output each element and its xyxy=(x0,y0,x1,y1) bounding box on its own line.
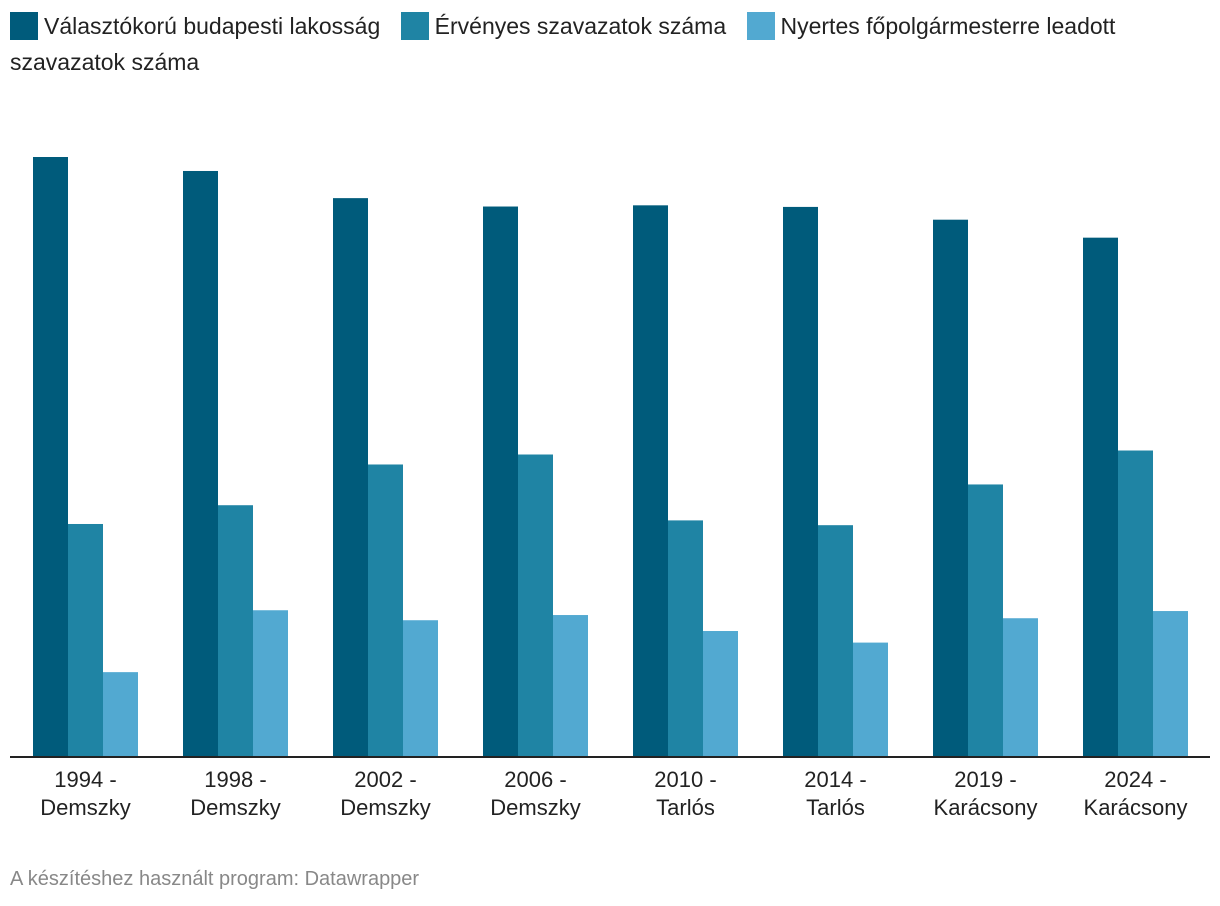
x-tick-label-line: 2014 - xyxy=(804,767,866,792)
bar-nyertes-4 xyxy=(703,631,738,756)
x-tick-label-line: Karácsony xyxy=(1084,795,1188,820)
x-tick-label-3: 2006 - Demszky xyxy=(490,767,580,820)
x-tick-label-line: Tarlós xyxy=(806,795,865,820)
x-tick-label-line: 2002 - xyxy=(354,767,416,792)
bar-nyertes-3 xyxy=(553,615,588,756)
x-tick-label-line: 1994 - xyxy=(54,767,116,792)
x-tick-label-1: 1998 - Demszky xyxy=(190,767,280,820)
bar-nyertes-6 xyxy=(1003,618,1038,756)
bar-valasztokoru-3 xyxy=(483,206,518,756)
legend-swatch-nyertes xyxy=(746,12,775,40)
legend-item-valasztokoru: Választókorú budapesti lakosság xyxy=(10,12,381,40)
bar-ervenyes-5 xyxy=(818,525,853,756)
x-tick-label-line: 2006 - xyxy=(504,767,566,792)
bar-ervenyes-2 xyxy=(368,464,403,756)
x-tick-label-line: Karácsony xyxy=(934,795,1038,820)
legend-label-ervenyes: Érvényes szavazatok száma xyxy=(434,13,727,39)
bar-ervenyes-0 xyxy=(68,523,103,756)
x-tick-label-7: 2024 - Karácsony xyxy=(1084,767,1188,820)
legend-label-nyertes: Nyertes főpolgármesterre leadott szavaza… xyxy=(10,13,1116,75)
chart-legend: Választókorú budapesti lakosság Érvényes… xyxy=(10,8,1200,80)
bar-valasztokoru-4 xyxy=(633,205,668,756)
bars-group xyxy=(33,157,1188,757)
legend-swatch-ervenyes xyxy=(400,12,429,40)
bar-nyertes-7 xyxy=(1153,611,1188,756)
bar-valasztokoru-0 xyxy=(33,157,68,756)
bar-ervenyes-1 xyxy=(218,505,253,756)
legend-item-nyertes: Nyertes főpolgármesterre leadott szavaza… xyxy=(10,12,1116,75)
x-tick-label-2: 2002 - Demszky xyxy=(340,767,430,820)
legend-item-ervenyes: Érvényes szavazatok száma xyxy=(400,12,727,40)
legend-label-valasztokoru: Választókorú budapesti lakosság xyxy=(44,13,381,39)
bar-ervenyes-7 xyxy=(1118,450,1153,756)
bar-valasztokoru-6 xyxy=(933,219,968,757)
x-tick-label-line: Demszky xyxy=(40,795,130,820)
x-tick-label-line: Demszky xyxy=(340,795,430,820)
bar-valasztokoru-5 xyxy=(783,206,818,756)
x-tick-label-0: 1994 - Demszky xyxy=(40,767,130,820)
bar-nyertes-2 xyxy=(403,620,438,756)
x-tick-label-5: 2014 - Tarlós xyxy=(804,767,866,820)
x-tick-label-4: 2010 - Tarlós xyxy=(654,767,716,820)
bar-ervenyes-4 xyxy=(668,520,703,756)
x-tick-label-line: 1998 - xyxy=(204,767,266,792)
x-tick-label-line: 2019 - xyxy=(954,767,1016,792)
bar-valasztokoru-1 xyxy=(183,170,218,756)
legend-swatch-valasztokoru xyxy=(10,12,38,40)
x-tick-label-line: Demszky xyxy=(190,795,280,820)
bar-valasztokoru-7 xyxy=(1083,237,1118,756)
x-tick-label-line: Demszky xyxy=(490,795,580,820)
x-tick-label-line: 2024 - xyxy=(1104,767,1166,792)
x-tick-label-6: 2019 - Karácsony xyxy=(934,767,1038,820)
x-tick-label-line: Tarlós xyxy=(656,795,715,820)
source-note: A készítéshez használt program: Datawrap… xyxy=(10,868,420,890)
x-tick-label-line: 2010 - xyxy=(654,767,716,792)
bar-ervenyes-3 xyxy=(518,454,553,756)
bar-nyertes-1 xyxy=(253,610,288,756)
bar-nyertes-5 xyxy=(853,642,888,756)
bar-nyertes-0 xyxy=(103,672,138,756)
bar-valasztokoru-2 xyxy=(333,198,368,756)
bar-ervenyes-6 xyxy=(968,484,1003,756)
